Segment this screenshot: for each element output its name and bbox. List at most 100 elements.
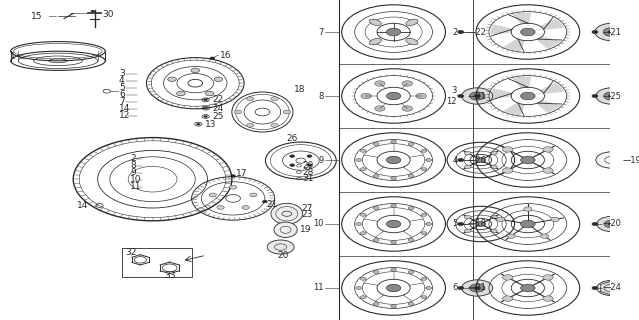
Text: 11: 11 xyxy=(313,284,323,292)
Text: 24: 24 xyxy=(212,104,224,113)
Circle shape xyxy=(387,28,401,36)
Text: —24: —24 xyxy=(603,284,621,292)
Circle shape xyxy=(421,149,427,152)
Text: —21: —21 xyxy=(468,284,487,292)
Text: 3: 3 xyxy=(451,86,456,95)
Circle shape xyxy=(597,216,626,232)
Circle shape xyxy=(229,185,237,189)
Text: —26: —26 xyxy=(468,156,487,164)
Circle shape xyxy=(465,151,471,155)
Circle shape xyxy=(387,156,401,164)
Circle shape xyxy=(502,275,513,280)
Wedge shape xyxy=(491,88,512,98)
Circle shape xyxy=(596,88,627,104)
Bar xyxy=(122,248,192,277)
Text: 2: 2 xyxy=(452,28,458,36)
Text: —21: —21 xyxy=(603,28,621,36)
Circle shape xyxy=(592,222,598,226)
Circle shape xyxy=(474,94,481,98)
Circle shape xyxy=(374,81,385,86)
Text: 28: 28 xyxy=(302,168,314,177)
Circle shape xyxy=(426,222,431,226)
Text: 30: 30 xyxy=(102,10,113,19)
Text: 2: 2 xyxy=(130,154,135,163)
Circle shape xyxy=(491,151,497,155)
Circle shape xyxy=(521,92,535,100)
Circle shape xyxy=(402,81,413,86)
Text: 9: 9 xyxy=(318,156,323,164)
Circle shape xyxy=(373,207,379,210)
Circle shape xyxy=(231,175,236,177)
Circle shape xyxy=(416,93,426,99)
Text: 4: 4 xyxy=(119,76,125,85)
Text: 23: 23 xyxy=(302,210,313,219)
Text: 22: 22 xyxy=(212,95,224,104)
Circle shape xyxy=(421,296,427,299)
Circle shape xyxy=(390,204,396,207)
Text: 25: 25 xyxy=(212,112,224,121)
Circle shape xyxy=(502,296,513,301)
Circle shape xyxy=(204,116,208,117)
Circle shape xyxy=(408,238,414,241)
Circle shape xyxy=(247,97,254,100)
Circle shape xyxy=(470,92,485,100)
Text: 18: 18 xyxy=(294,85,305,94)
Ellipse shape xyxy=(406,19,418,26)
Circle shape xyxy=(497,217,505,221)
Circle shape xyxy=(461,88,493,104)
Text: 13: 13 xyxy=(205,120,217,129)
Circle shape xyxy=(543,275,553,280)
Circle shape xyxy=(191,68,199,73)
Circle shape xyxy=(541,234,549,238)
Circle shape xyxy=(390,268,396,271)
Circle shape xyxy=(408,143,414,146)
Text: 31: 31 xyxy=(302,174,314,183)
Circle shape xyxy=(360,277,366,280)
Circle shape xyxy=(360,232,366,235)
Ellipse shape xyxy=(369,38,381,45)
Circle shape xyxy=(608,30,615,34)
Text: 14: 14 xyxy=(119,104,130,113)
Circle shape xyxy=(390,177,396,180)
Circle shape xyxy=(408,207,414,210)
Text: 7: 7 xyxy=(318,28,323,36)
Text: 10: 10 xyxy=(313,220,323,228)
Circle shape xyxy=(408,174,414,177)
Circle shape xyxy=(271,97,278,100)
Circle shape xyxy=(521,28,535,36)
Text: —18: —18 xyxy=(468,220,487,228)
Circle shape xyxy=(356,158,362,162)
Wedge shape xyxy=(540,83,564,94)
Circle shape xyxy=(476,221,486,227)
Circle shape xyxy=(250,193,257,197)
Circle shape xyxy=(289,164,295,166)
Circle shape xyxy=(476,157,486,163)
Circle shape xyxy=(592,30,598,34)
Circle shape xyxy=(502,147,513,152)
Wedge shape xyxy=(491,24,512,34)
Wedge shape xyxy=(540,19,564,30)
Circle shape xyxy=(307,164,312,166)
Wedge shape xyxy=(536,100,560,113)
Circle shape xyxy=(263,200,267,203)
Ellipse shape xyxy=(271,204,303,224)
Text: 12: 12 xyxy=(119,111,130,120)
Circle shape xyxy=(604,220,619,228)
Text: 5: 5 xyxy=(452,220,458,228)
Circle shape xyxy=(204,107,208,109)
Circle shape xyxy=(360,213,366,216)
Circle shape xyxy=(91,10,95,12)
Wedge shape xyxy=(512,12,531,24)
Circle shape xyxy=(289,155,295,157)
Circle shape xyxy=(271,124,278,127)
Circle shape xyxy=(210,57,215,60)
Text: 14: 14 xyxy=(77,201,88,210)
Circle shape xyxy=(361,93,371,99)
Circle shape xyxy=(307,155,312,157)
Circle shape xyxy=(387,284,401,292)
Circle shape xyxy=(267,240,294,254)
Text: 3: 3 xyxy=(119,69,125,78)
Circle shape xyxy=(373,271,379,274)
Circle shape xyxy=(356,286,362,290)
Circle shape xyxy=(458,30,464,34)
